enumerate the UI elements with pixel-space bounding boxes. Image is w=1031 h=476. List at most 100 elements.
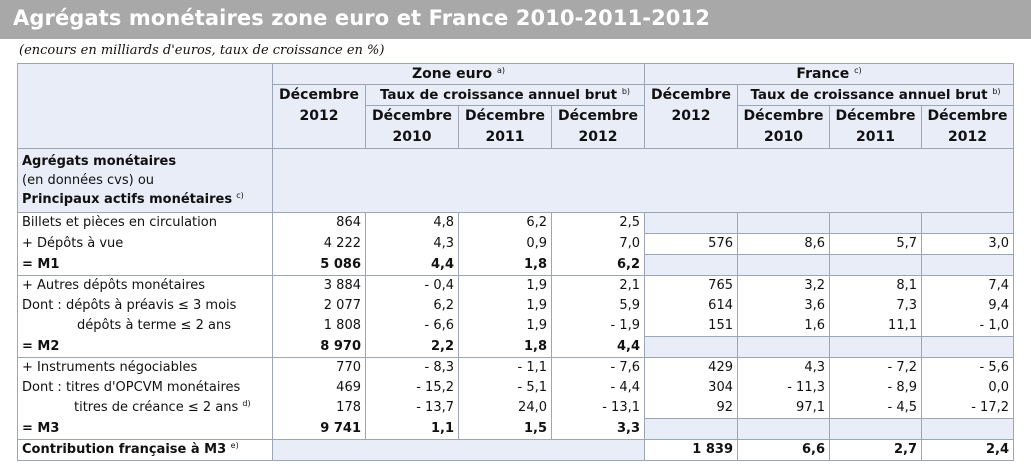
table-row: + Instruments négociables 770- 8,3- 1,1- …: [17, 357, 1014, 378]
table-row: dépôts à terme ≤ 2 ans 1 808- 6,6 1,9- 1,9…: [17, 316, 1014, 337]
zone-euro-value: 469: [272, 378, 366, 398]
zone-euro-value: - 15,2: [365, 378, 459, 398]
france-value: [921, 254, 1014, 276]
france-value: - 4,5: [829, 398, 922, 419]
france-value: 429: [644, 357, 738, 378]
table-row: = M3 9 741 1,1 1,5 3,3: [17, 418, 1014, 440]
france-value: 97,1: [737, 398, 830, 419]
ze-year-2012: Décembre 2012: [551, 105, 645, 149]
row-label: Dont : dépôts à préavis ≤ 3 mois: [17, 296, 273, 316]
france-value: 4,3: [737, 357, 830, 378]
france-value: [829, 336, 922, 358]
zone-euro-value: 4,4: [551, 336, 645, 358]
france-value: 7,3: [829, 296, 922, 316]
france-value: 0,0: [921, 378, 1014, 398]
france-value: - 7,2: [829, 357, 922, 378]
fr-taux-header: Taux de croissance annuel brut b): [737, 84, 1014, 106]
header-row-1: Zone euro a) France c): [17, 63, 1014, 149]
zone-euro-value: 2 077: [272, 296, 366, 316]
france-value: 3,2: [737, 275, 830, 296]
france-value: 92: [644, 398, 738, 419]
france-value: [829, 418, 922, 440]
zone-euro-value: 1,9: [458, 296, 552, 316]
title-bar: Agrégats monétaires zone euro et France …: [0, 0, 1031, 39]
contribution-label-text: Contribution française à M3: [22, 442, 227, 457]
contribution-value: 2,4: [921, 439, 1014, 461]
france-value: - 8,9: [829, 378, 922, 398]
zone-euro-value: 3,3: [551, 418, 645, 440]
contribution-label: Contribution française à M3 e): [17, 439, 273, 461]
ze-taux-header: Taux de croissance annuel brut b): [365, 84, 645, 106]
france-value: [921, 336, 1014, 358]
france-value: [829, 254, 922, 276]
france-value: 576: [644, 233, 738, 255]
france-value: - 5,6: [921, 357, 1014, 378]
page-title: Agrégats monétaires zone euro et France …: [13, 6, 710, 30]
row-label: = M3: [17, 418, 273, 440]
zone-euro-value: 24,0: [458, 398, 552, 419]
zone-euro-value: - 6,6: [365, 316, 459, 337]
zone-euro-value: 1,8: [458, 254, 552, 276]
fr-year-2011: Décembre 2011: [829, 105, 922, 149]
zone-euro-value: - 1,9: [551, 316, 645, 337]
france-value: 151: [644, 316, 738, 337]
france-header: France c): [644, 63, 1014, 85]
zone-euro-value: 1,5: [458, 418, 552, 440]
zone-euro-value: 0,9: [458, 233, 552, 255]
row-label: + Autres dépôts monétaires: [17, 275, 273, 296]
table-row: + Autres dépôts monétaires 3 884- 0,4 1,9 2…: [17, 275, 1014, 296]
france-value: 3,6: [737, 296, 830, 316]
row-label-text: + Autres dépôts monétaires: [22, 278, 206, 293]
zone-euro-value: 1,8: [458, 336, 552, 358]
row-label: + Dépôts à vue: [17, 233, 273, 255]
zone-euro-value: 2,5: [551, 212, 645, 234]
row-label-text: + Dépôts à vue: [22, 236, 124, 251]
france-value: 7,4: [921, 275, 1014, 296]
zone-euro-value: 4,4: [365, 254, 459, 276]
france-value: [644, 336, 738, 358]
row-label-text: titres de créance ≤ 2 ans: [74, 400, 239, 416]
row-label-text: dépôts à terme ≤ 2 ans: [77, 318, 231, 334]
zone-euro-value: 864: [272, 212, 366, 234]
zone-euro-value: 4,3: [365, 233, 459, 255]
zone-euro-value: 9 741: [272, 418, 366, 440]
france-value: - 17,2: [921, 398, 1014, 419]
corner-cell: [17, 63, 273, 149]
zone-euro-header: Zone euro a): [272, 63, 645, 85]
france-value: [921, 418, 1014, 440]
france-value: [737, 212, 830, 234]
header-row-3: Décembre 2010 Décembre 2011 Décembre 2012 D…: [18, 105, 1014, 149]
france-value: [644, 254, 738, 276]
france-value: 304: [644, 378, 738, 398]
row-label-text: = M3: [22, 420, 60, 436]
footnote-mark: e): [230, 441, 239, 450]
row-label: + Instruments négociables: [17, 357, 273, 378]
zone-euro-value: - 0,4: [365, 275, 459, 296]
zone-euro-value: 770: [272, 357, 366, 378]
ze-dec2012-header: Décembre 2012: [272, 84, 366, 149]
zone-euro-value: 1,1: [365, 418, 459, 440]
france-value: 765: [644, 275, 738, 296]
zone-euro-value: 7,0: [551, 233, 645, 255]
zone-euro-value: 1 808: [272, 316, 366, 337]
zone-euro-value: 4,8: [365, 212, 459, 234]
row-label-text: = M1: [22, 256, 60, 272]
france-value: [921, 212, 1014, 234]
zone-euro-value: 4 222: [272, 233, 366, 255]
ze-year-2010: Décembre 2010: [365, 105, 459, 149]
fr-dec2012-header: Décembre 2012: [644, 84, 738, 149]
zone-euro-value: 6,2: [458, 212, 552, 234]
zone-euro-value: - 1,1: [458, 357, 552, 378]
fr-year-2012: Décembre 2012: [921, 105, 1014, 149]
zone-euro-value: 1,9: [458, 275, 552, 296]
zone-euro-value: - 5,1: [458, 378, 552, 398]
zone-euro-value: 5 086: [272, 254, 366, 276]
zone-euro-value: - 4,4: [551, 378, 645, 398]
contribution-value: 6,6: [737, 439, 830, 461]
subtitle: (encours en milliards d'euros, taux de c…: [19, 43, 385, 58]
row-label: titres de créance ≤ 2 ans d): [17, 398, 273, 419]
france-value: [737, 254, 830, 276]
table-row: = M2 8 970 2,2 1,8 4,4: [17, 336, 1014, 358]
france-value: 5,7: [829, 233, 922, 255]
contribution-row: Contribution française à M3 e) 1 839 6,6 2,…: [17, 439, 1014, 461]
